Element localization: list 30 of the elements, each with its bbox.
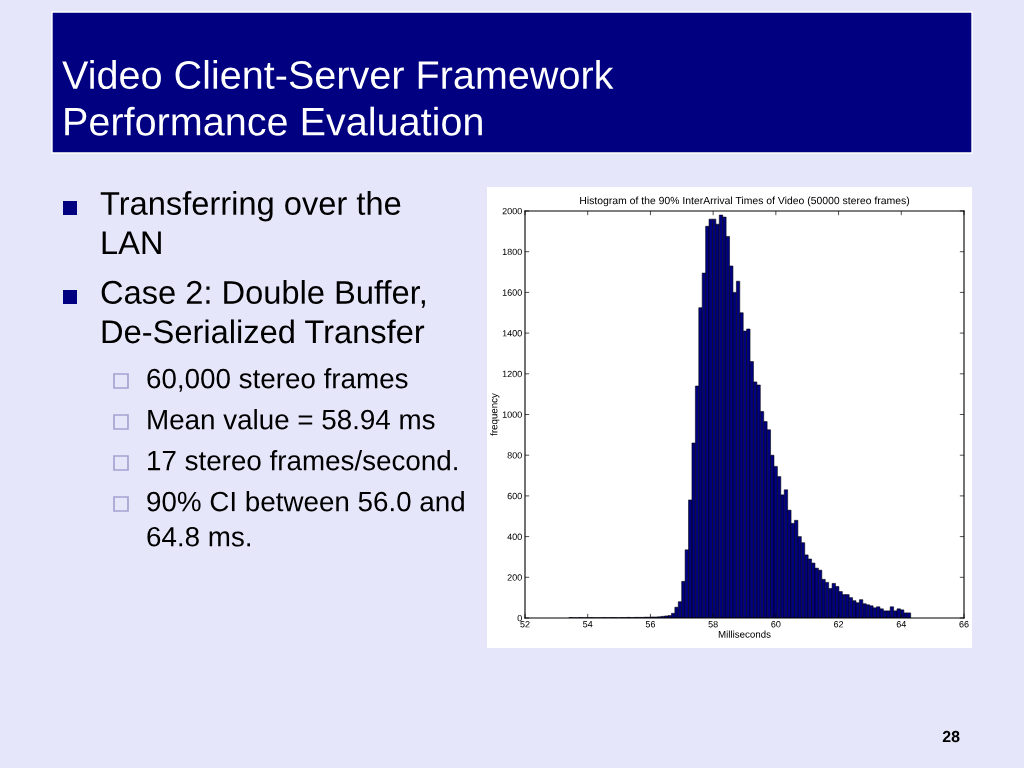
x-tick-label: 52 bbox=[520, 621, 530, 628]
chart-title: Video Client-Server Framework Performance Evaluation bbox=[62, 60, 614, 136]
text: 90% CI between 56.0 and 64.8 ms. bbox=[147, 491, 464, 547]
y-tick-label: 1200 bbox=[502, 370, 522, 378]
text: 17 stereo frames/second. bbox=[148, 450, 457, 471]
y-tick-label: 1000 bbox=[502, 411, 522, 418]
y-tick-label: 1600 bbox=[502, 289, 522, 296]
y-tick-label: 400 bbox=[507, 533, 522, 540]
chart-subtitle: Histogram of the 90% InterArrival Times of Video (50000 stereo frames) bbox=[580, 196, 910, 207]
x-axis-title: Milliseconds bbox=[718, 630, 771, 638]
text: Mean value = 58.94 ms bbox=[148, 409, 435, 430]
y-tick-label: 1800 bbox=[502, 248, 522, 256]
x-tick-label: 56 bbox=[645, 621, 656, 628]
y-tick-label: 800 bbox=[507, 452, 522, 459]
text: 60,000 stereo frames bbox=[147, 368, 408, 392]
y-tick-label: 0 bbox=[517, 614, 522, 622]
x-tick-label: 66 bbox=[959, 621, 969, 628]
x-tick-label: 58 bbox=[708, 621, 718, 628]
text: 28 bbox=[942, 730, 960, 743]
text: Transferring over the LAN bbox=[100, 191, 401, 255]
text: Case 2: Double Buffer, De-Serialized Transfer bbox=[101, 280, 425, 344]
x-tick-label: 62 bbox=[834, 621, 844, 628]
y-tick-label: 600 bbox=[507, 492, 522, 500]
y-tick-label: 200 bbox=[507, 574, 522, 581]
y-axis-title: frequency bbox=[490, 393, 500, 436]
y-tick-label: 1400 bbox=[502, 330, 522, 337]
x-tick-label: 60 bbox=[771, 621, 781, 628]
x-tick-label: 64 bbox=[896, 621, 907, 628]
x-tick-label: 54 bbox=[583, 621, 593, 628]
y-tick-label: 2000 bbox=[502, 207, 522, 215]
